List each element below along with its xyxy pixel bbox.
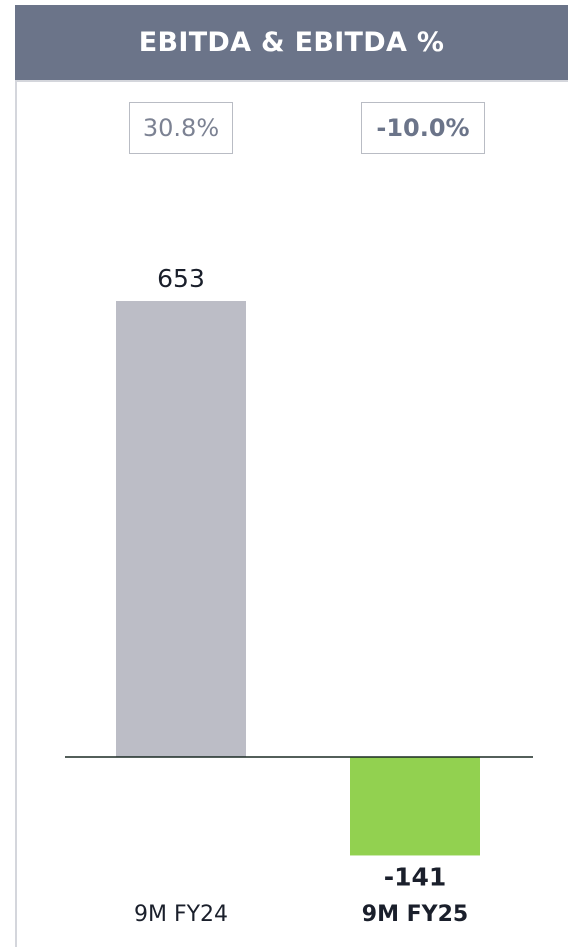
- margin-value: -10.0%: [376, 114, 470, 142]
- panel-border-top: [15, 80, 568, 82]
- category-label: 9M FY25: [362, 902, 468, 927]
- chart-title-bar: EBITDA & EBITDA %: [15, 5, 568, 80]
- bar-9m-fy24: [116, 301, 246, 757]
- panel-border-left: [15, 80, 17, 947]
- category-label: 9M FY24: [134, 902, 228, 927]
- value-label: 653: [157, 264, 205, 293]
- margin-badge-9m-fy25: -10.0%: [361, 102, 485, 154]
- chart-title: EBITDA & EBITDA %: [138, 27, 445, 58]
- margin-badge-9m-fy24: 30.8%: [129, 102, 233, 154]
- value-label: -141: [384, 862, 447, 891]
- margin-value: 30.8%: [142, 114, 220, 142]
- bar-9m-fy25: [350, 757, 480, 856]
